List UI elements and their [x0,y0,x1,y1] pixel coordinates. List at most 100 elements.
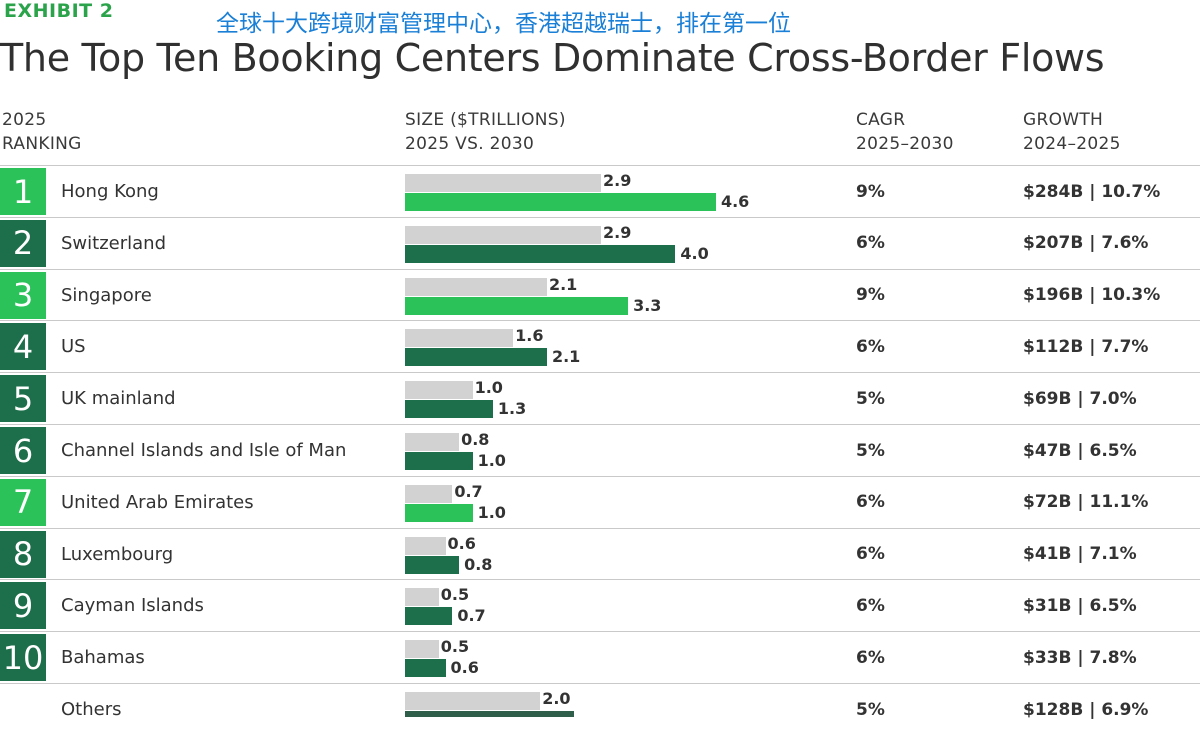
bar-2025 [405,692,541,710]
rank-badge: 9 [0,582,46,630]
growth-value: $196B | 10.3% [1023,285,1161,306]
bar-label-2025: 2.9 [603,171,632,190]
header-cagr: CAGR 2025–2030 [856,108,954,156]
row-divider [0,165,1200,166]
growth-value: $69B | 7.0% [1023,388,1137,409]
cagr-value: 9% [856,285,885,306]
bar-label-2030: 4.0 [680,243,709,263]
country-name: Cayman Islands [61,595,204,617]
overlay-caption: 全球十大跨境财富管理中心，香港超越瑞士，排在第一位 [216,11,791,37]
growth-value: $207B | 7.6% [1023,233,1149,254]
header-growth-line1: GROWTH [1023,110,1104,130]
bar-label-2030: 2.1 [551,347,581,367]
header-ranking: 2025 RANKING [2,108,82,156]
bar-2030 [405,348,547,367]
bar-2030 [405,296,629,315]
bar-label-2025: 2.9 [603,222,632,242]
growth-value: $47B | 6.5% [1023,440,1137,461]
header-cagr-line2: 2025–2030 [856,134,954,154]
bar-label-2030: 1.3 [497,399,527,419]
bar-2030 [405,244,676,263]
header-size-line2: 2025 VS. 2030 [405,134,535,154]
country-name: Others [61,699,122,720]
header-growth: GROWTH 2024–2025 [1023,108,1121,156]
header-size-line1: SIZE ($TRILLIONS) [405,110,566,130]
bar-2025 [405,433,460,451]
rank-badge: 2 [0,219,46,267]
cagr-value: 5% [856,699,885,720]
bar-2025 [405,381,473,400]
growth-value: $31B | 6.5% [1023,595,1137,616]
cagr-value: 6% [856,336,885,357]
growth-value: $128B | 6.9% [1023,699,1149,720]
bar-2030 [405,503,473,522]
bar-label-2025: 0.7 [454,481,483,501]
bar-2025 [405,277,547,296]
row-divider [0,424,1200,425]
header-cagr-line1: CAGR [856,110,906,130]
rank-badge: 1 [0,168,46,215]
bar-2025 [405,225,602,244]
header-ranking-line2: RANKING [2,134,82,154]
header-growth-line2: 2024–2025 [1023,134,1121,154]
rank-badge: 7 [0,478,46,526]
rank-badge: 4 [0,323,46,371]
country-name: Bahamas [61,647,145,669]
bar-2030 [405,555,460,574]
row-divider [0,268,1200,270]
bar-label-2030: 4.6 [720,192,750,211]
bar-2025 [405,536,446,555]
row-divider [0,579,1200,581]
cagr-value: 6% [856,647,885,668]
bar-label-2025: 2.0 [542,689,571,708]
row-divider [0,527,1200,529]
bar-2025 [405,640,439,659]
bar-label-2030: 0.6 [450,658,479,678]
growth-value: $284B | 10.7% [1023,181,1161,202]
bar-label-2030: 0.8 [464,554,493,574]
bar-label-2030: 1.0 [477,502,506,522]
bar-label-2025: 0.6 [447,533,476,553]
bar-label-2025: 0.8 [461,430,490,449]
country-name: US [61,336,86,358]
country-name: Luxembourg [61,543,174,565]
bar-2030 [405,400,493,419]
country-name: Singapore [61,284,152,306]
row-divider [0,320,1200,322]
cagr-value: 6% [856,233,885,254]
country-name: Switzerland [61,232,166,254]
bar-label-2030: 1.0 [477,451,506,470]
bar-label-2025: 2.1 [548,274,578,294]
bar-label-2030: 0.7 [457,606,486,626]
row-divider [0,216,1200,218]
bar-label-2025: 0.5 [440,585,470,605]
bar-label-2025: 1.6 [515,326,544,346]
bar-2025 [405,329,514,348]
cagr-value: 9% [856,181,885,202]
bar-2030 [405,193,716,211]
header-size: SIZE ($TRILLIONS) 2025 VS. 2030 [405,108,566,156]
rank-badge: 8 [0,530,46,578]
exhibit-label: EXHIBIT 2 [4,0,114,22]
cagr-value: 6% [856,595,885,616]
rank-badge: 6 [0,427,46,474]
cagr-value: 5% [856,388,885,409]
bar-2030 [405,659,446,678]
bar-label-2030: 3.3 [633,295,662,315]
bar-2030 [405,607,453,626]
bar-2030 [405,452,473,470]
row-divider [0,631,1200,633]
row-divider [0,372,1200,374]
growth-value: $112B | 7.7% [1023,336,1149,357]
cagr-value: 6% [856,492,885,513]
growth-value: $41B | 7.1% [1023,544,1137,565]
growth-value: $72B | 11.1% [1023,492,1149,513]
bar-2025 [405,484,453,503]
bar-label-2025: 1.0 [474,378,503,398]
country-name: Channel Islands and Isle of Man [61,440,347,461]
country-name: United Arab Emirates [61,491,254,513]
rank-badge: 5 [0,375,46,423]
bar-label-2025: 0.5 [440,637,470,657]
country-name: Hong Kong [61,181,159,202]
country-name: UK mainland [61,388,176,410]
